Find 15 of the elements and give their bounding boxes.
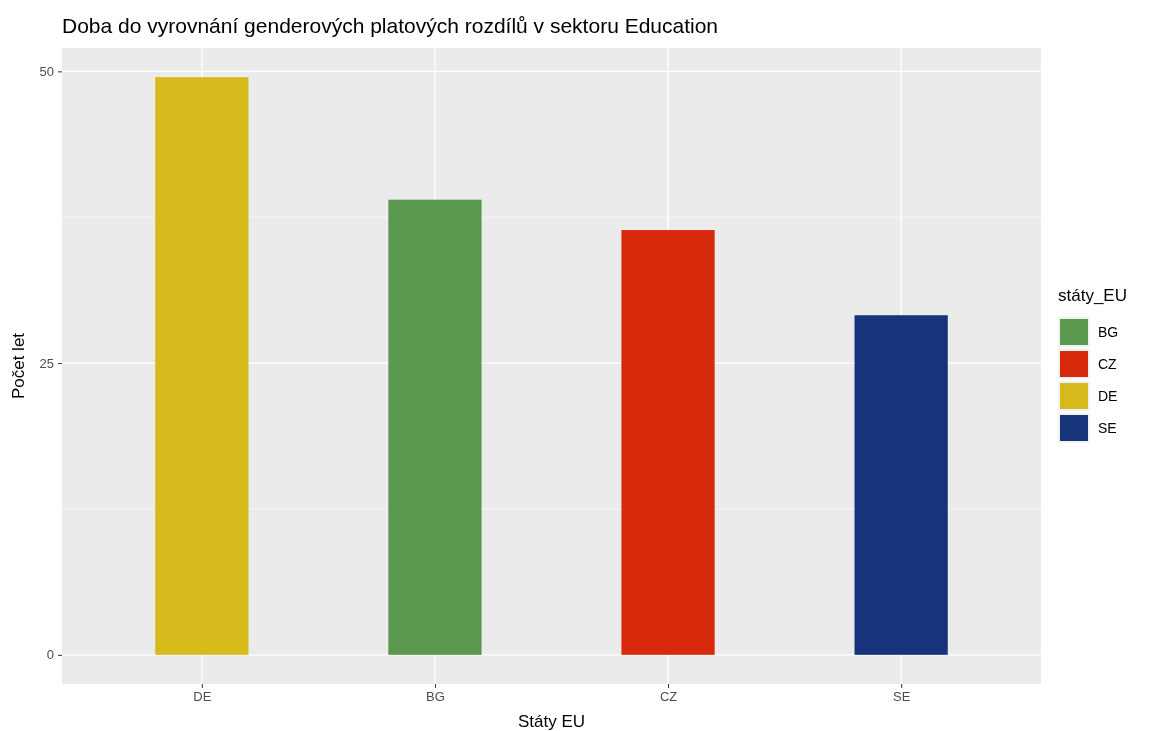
y-tick-label: 0 — [46, 647, 54, 663]
x-tick-label: SE — [892, 689, 911, 705]
y-tick-label: 50 — [39, 64, 54, 79]
x-tick-label: DE — [193, 689, 212, 705]
y-tick-label: 25 — [39, 355, 54, 371]
x-tick-label: BG — [426, 689, 445, 705]
chart-title: Doba do vyrovnání genderových platových rozdílů v sektoru Education — [62, 14, 719, 37]
legend-label: DE — [1098, 388, 1118, 404]
legend-label: SE — [1098, 420, 1117, 436]
legend-title: státy_EU — [1058, 286, 1127, 305]
legend-label: CZ — [1098, 356, 1118, 372]
legend-label: BG — [1098, 324, 1119, 340]
x-axis-title: Státy EU — [517, 712, 586, 731]
y-axis-title: Počet let — [9, 332, 28, 400]
x-tick-label: CZ — [659, 689, 678, 705]
